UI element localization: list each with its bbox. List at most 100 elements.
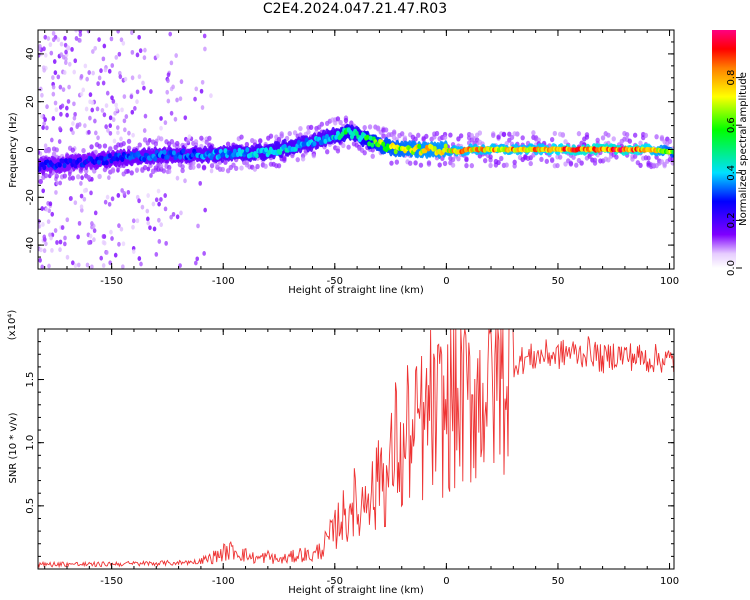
heatmap-cell [391, 129, 397, 135]
heatmap-cell [133, 105, 137, 111]
heatmap-cell [300, 156, 306, 162]
heatmap-cell [512, 159, 517, 165]
heatmap-cell [57, 139, 62, 144]
top-x-axis-label: Height of straight line (km) [288, 285, 424, 296]
heatmap-cell [600, 135, 606, 141]
heatmap-cell [507, 131, 512, 137]
heatmap-cell [75, 174, 81, 180]
heatmap-cell [169, 139, 175, 145]
heatmap-cell [56, 74, 61, 80]
heatmap-cell [143, 47, 147, 53]
heatmap-cell [131, 132, 135, 138]
heatmap-cell [178, 96, 183, 102]
heatmap-cell [338, 119, 343, 126]
heatmap-cell [175, 140, 180, 147]
heatmap-cell [60, 225, 65, 230]
heatmap-cell [58, 239, 63, 245]
heatmap-cell [383, 127, 389, 133]
heatmap-cell [90, 107, 95, 113]
heatmap-cell [72, 101, 76, 107]
heatmap-cell [102, 112, 107, 118]
heatmap-cell [416, 132, 421, 138]
heatmap-cell [393, 149, 398, 155]
heatmap-cell [103, 199, 108, 205]
heatmap-cell [203, 207, 207, 213]
heatmap-cell [483, 158, 488, 164]
heatmap-cell [121, 140, 126, 147]
heatmap-cell [319, 121, 325, 127]
heatmap-cell [92, 237, 96, 243]
heatmap-cell [165, 154, 170, 160]
heatmap-cell [469, 132, 475, 139]
heatmap-cell [84, 106, 89, 112]
heatmap-cell [335, 130, 340, 136]
heatmap-cell [101, 160, 106, 166]
heatmap-cell [325, 149, 330, 155]
heatmap-cell [48, 42, 53, 48]
heatmap-cell [43, 173, 49, 179]
heatmap-cell [146, 193, 150, 198]
heatmap-cell [53, 228, 58, 233]
heatmap-cell [108, 260, 112, 266]
x-tick-label: 100 [660, 276, 679, 287]
heatmap-cell [334, 134, 339, 140]
heatmap-cell [61, 54, 66, 60]
heatmap-cell [306, 129, 311, 135]
heatmap-cell [149, 89, 153, 94]
heatmap-cell [225, 141, 231, 147]
heatmap-cell [175, 214, 180, 220]
heatmap-cell [62, 162, 67, 169]
heatmap-cell [59, 41, 64, 47]
heatmap-cell [108, 123, 113, 129]
y-tick-label: 1.5 [25, 372, 36, 388]
heatmap-cell [38, 149, 41, 156]
heatmap-cell [67, 61, 72, 67]
heatmap-cell [491, 132, 496, 139]
heatmap-cell [417, 143, 422, 150]
heatmap-cell [434, 130, 440, 137]
heatmap-cell [595, 137, 600, 143]
heatmap-cell [225, 168, 231, 174]
heatmap-cell [469, 163, 475, 169]
heatmap-cell [214, 148, 219, 154]
heatmap-cell [65, 105, 69, 111]
x-tick-label: 0 [443, 276, 449, 287]
heatmap-cell [90, 264, 94, 269]
top-axis-ticks: -150 -100 -50 0 50 100 -40 -20 0 20 40 [25, 29, 679, 287]
heatmap-cell [134, 167, 140, 173]
heatmap-cell [99, 255, 104, 261]
heatmap-cell [110, 236, 114, 241]
heatmap-cell [196, 163, 201, 169]
heatmap-cell [91, 70, 95, 76]
heatmap-cell [100, 107, 105, 113]
heatmap-cell [67, 176, 72, 181]
heatmap-cell [63, 241, 67, 247]
snr-line-layer [38, 329, 674, 569]
heatmap-cell [107, 68, 112, 74]
heatmap-cell [159, 197, 163, 202]
colorbar-tick-label: 0.8 [726, 70, 737, 86]
heatmap-cell [245, 147, 250, 153]
heatmap-cell [65, 112, 69, 118]
heatmap-cell [346, 144, 351, 150]
heatmap-cell [83, 63, 88, 69]
heatmap-cell [78, 157, 83, 163]
x-tick-label: -150 [100, 576, 123, 587]
heatmap-cell [97, 37, 101, 43]
heatmap-cell [108, 146, 113, 152]
heatmap-cell [118, 74, 123, 80]
heatmap-cell [624, 132, 630, 138]
heatmap-cell [163, 120, 168, 126]
heatmap-cell [38, 166, 42, 172]
heatmap-cell [101, 234, 106, 239]
heatmap-cell [105, 250, 109, 255]
heatmap-cell [102, 240, 107, 246]
heatmap-cell [456, 156, 461, 162]
heatmap-cell [55, 240, 59, 245]
heatmap-cell [43, 52, 48, 58]
heatmap-cell [368, 135, 373, 141]
heatmap-cell [124, 114, 129, 119]
heatmap-cell [41, 125, 45, 131]
heatmap-cell [137, 256, 142, 261]
